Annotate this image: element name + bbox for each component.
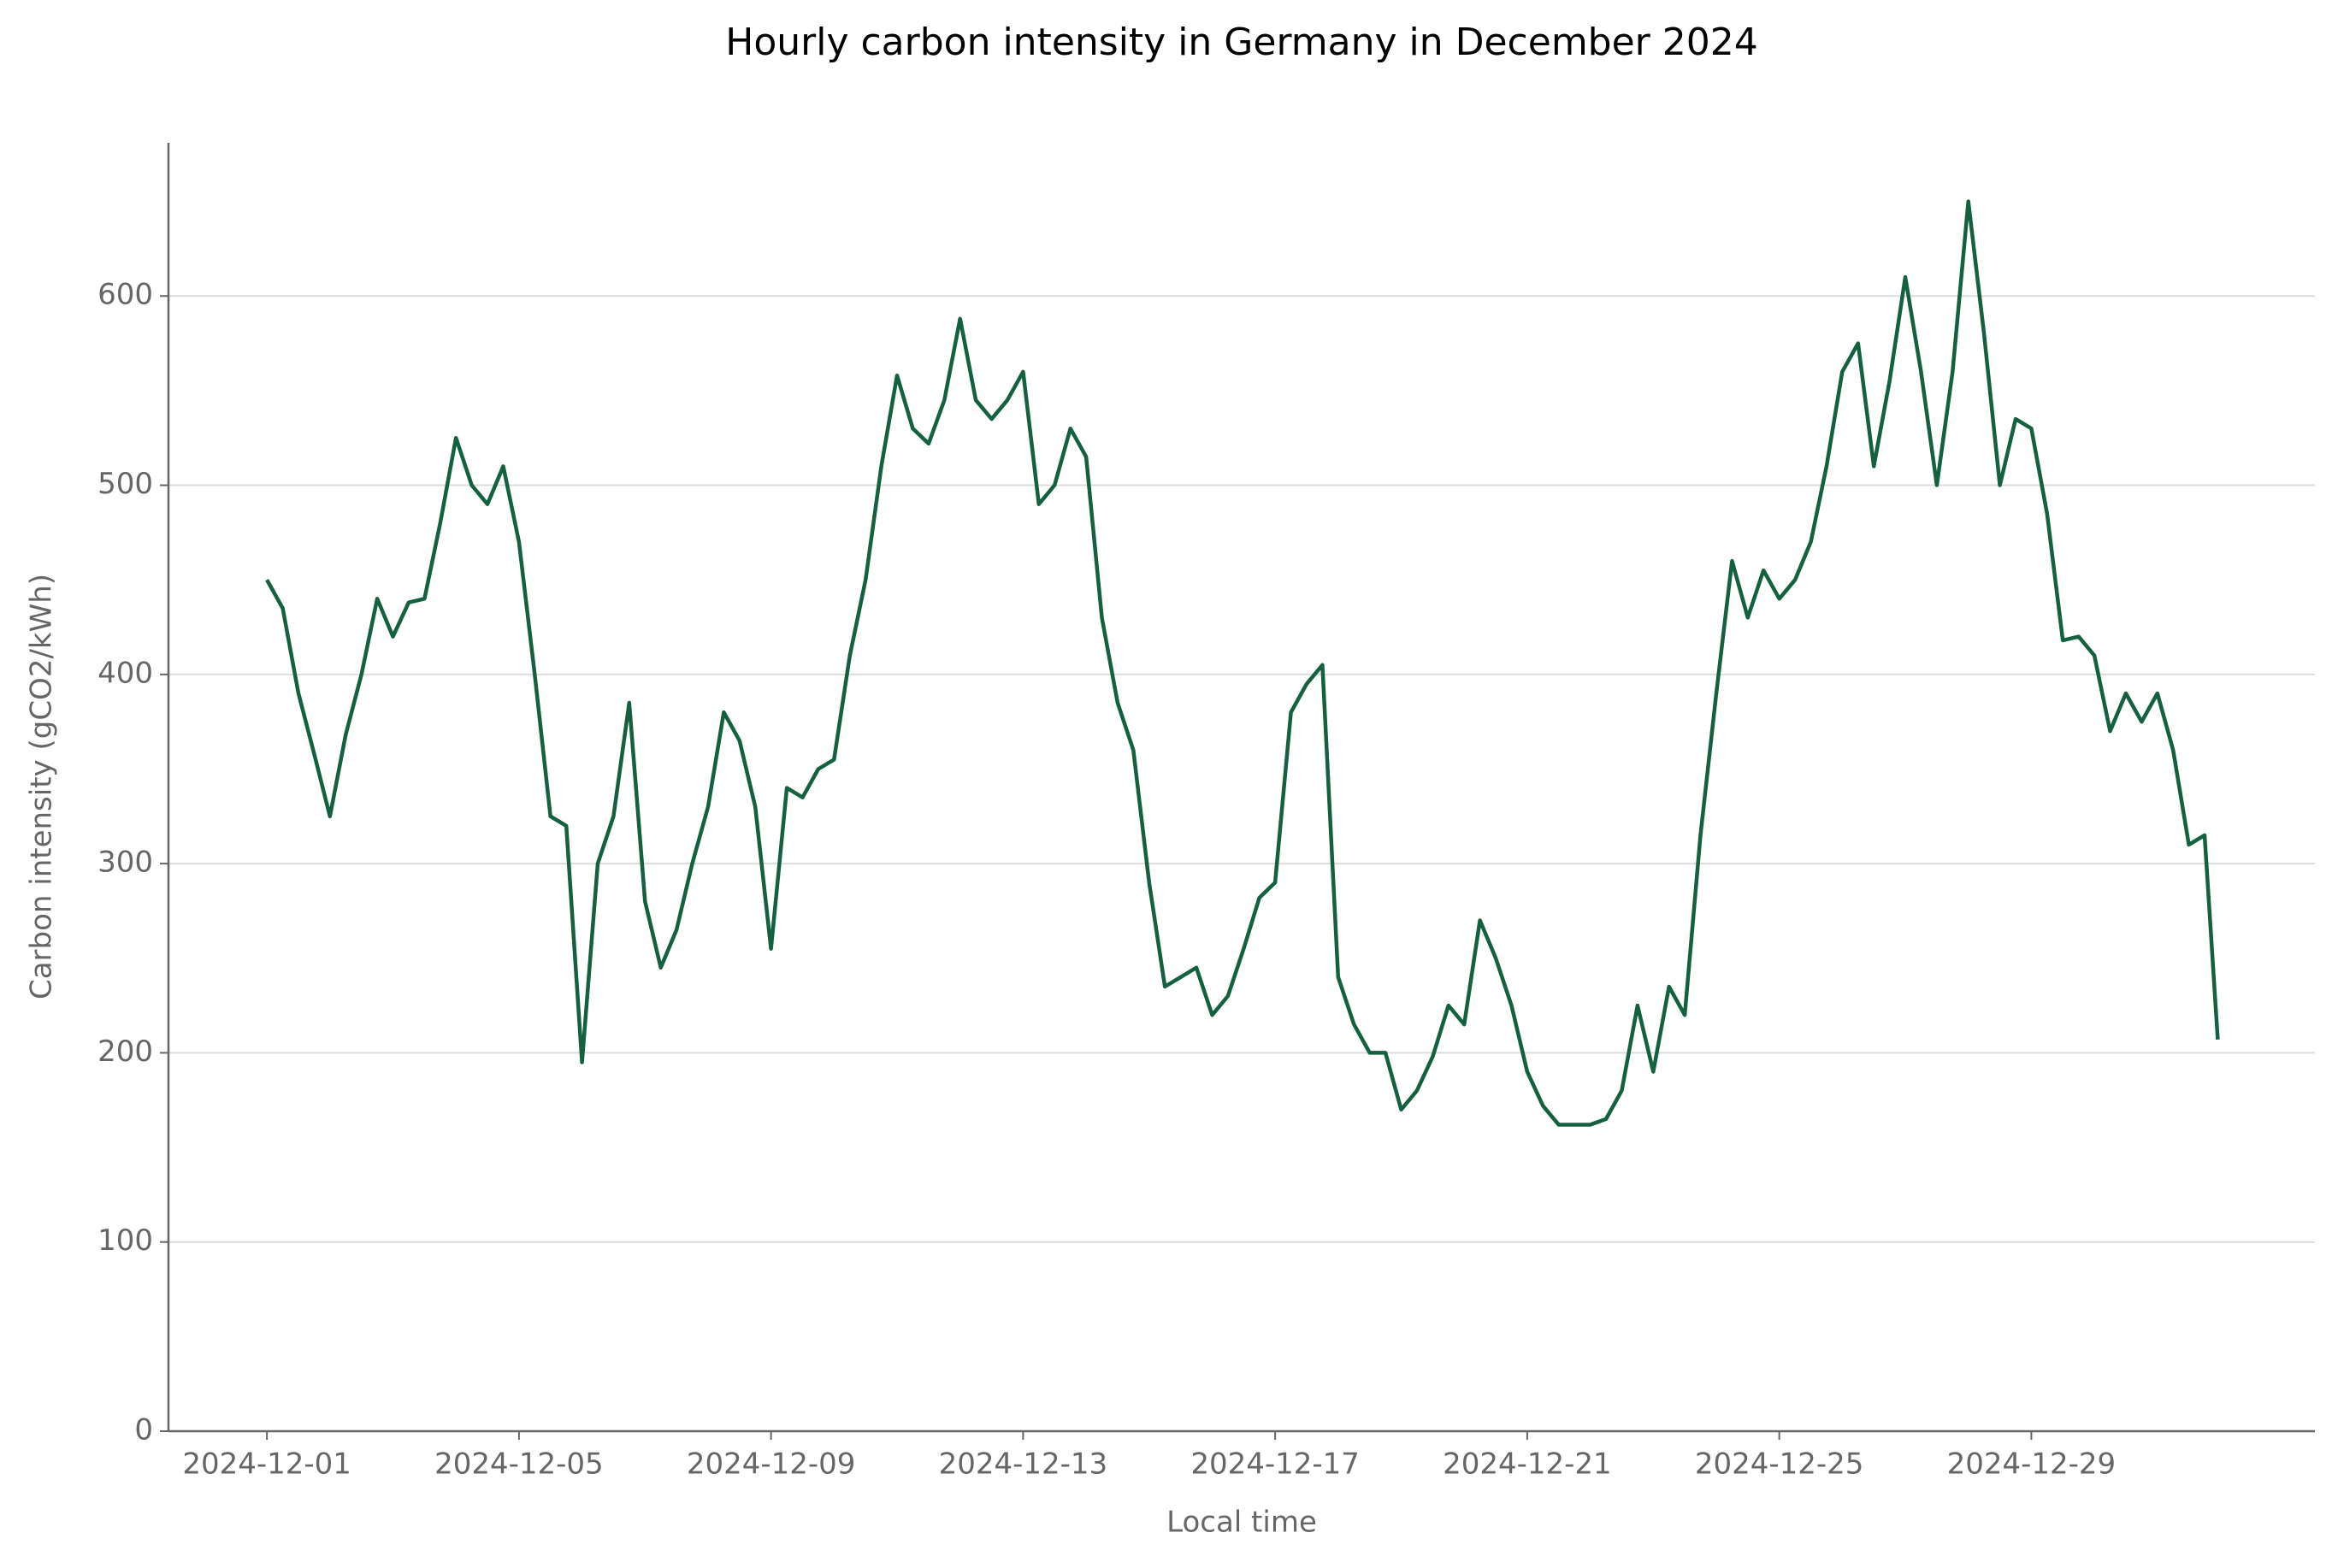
x-axis-label: Local time [1166,1506,1317,1540]
x-tick-label: 2024-12-09 [687,1447,856,1482]
x-tick-label: 2024-12-29 [1947,1447,2117,1482]
x-tick-label: 2024-12-05 [434,1447,604,1482]
x-tick-label: 2024-12-25 [1695,1447,1864,1482]
chart-title: Hourly carbon intensity in Germany in De… [725,21,1758,64]
y-tick-label: 600 [97,278,153,312]
y-axis-label: Carbon intensity (gCO2/kWh) [25,574,59,999]
x-tick-label: 2024-12-01 [182,1447,351,1482]
line [265,199,2220,1127]
x-tick-label: 2024-12-13 [939,1447,1108,1482]
y-tick-label: 100 [97,1223,153,1258]
y-tick-label: 500 [97,467,153,501]
x-tick-label: 2024-12-17 [1190,1447,1360,1482]
y-tick-label: 0 [134,1413,153,1447]
x-tick-label: 2024-12-21 [1443,1447,1612,1482]
y-tick-label: 400 [97,656,153,690]
y-tick-label: 200 [97,1035,153,1069]
y-tick-label: 300 [97,846,153,880]
